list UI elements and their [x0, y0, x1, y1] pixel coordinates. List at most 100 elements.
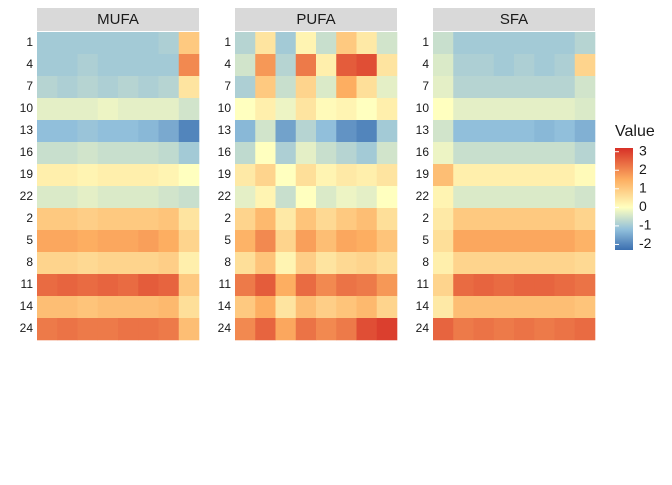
strip-label: PUFA: [296, 11, 335, 28]
cell: [138, 142, 159, 165]
cell: [493, 230, 515, 253]
cell: [57, 32, 78, 55]
cell: [138, 186, 159, 209]
cell: [514, 120, 535, 143]
cell: [554, 54, 576, 77]
cell: [376, 98, 398, 121]
row-label: 2: [224, 211, 231, 225]
cell: [336, 208, 357, 231]
cell: [77, 274, 99, 297]
cell: [534, 318, 555, 341]
cell: [336, 54, 357, 77]
cell: [138, 274, 159, 297]
cell: [554, 32, 576, 55]
row-label: 19: [218, 167, 232, 181]
cell: [356, 164, 378, 187]
cell: [178, 164, 200, 187]
cell: [97, 76, 119, 99]
cell: [57, 296, 78, 319]
strip: [235, 8, 397, 31]
cell: [275, 120, 297, 143]
cell: [514, 76, 535, 99]
cell: [453, 98, 474, 121]
cell: [453, 120, 474, 143]
cell: [493, 120, 515, 143]
cell: [376, 252, 398, 275]
cell: [433, 230, 454, 253]
legend-tick-label: -1: [639, 217, 652, 233]
cell: [178, 318, 200, 341]
cell: [376, 164, 398, 187]
cell: [57, 98, 78, 121]
cell: [77, 296, 99, 319]
cell: [514, 164, 535, 187]
cell: [255, 274, 276, 297]
cell: [473, 296, 495, 319]
cell: [554, 98, 576, 121]
cell: [473, 54, 495, 77]
cell: [138, 318, 159, 341]
cell: [473, 164, 495, 187]
cell: [493, 318, 515, 341]
cell: [534, 32, 555, 55]
cell: [255, 32, 276, 55]
cell: [37, 98, 58, 121]
cell: [97, 120, 119, 143]
cell: [97, 208, 119, 231]
cell: [316, 54, 337, 77]
cell: [158, 76, 180, 99]
cell: [534, 76, 555, 99]
cell: [178, 252, 200, 275]
cell: [255, 54, 276, 77]
legend-tick-label: 3: [639, 142, 647, 158]
cell: [554, 252, 576, 275]
cell: [295, 32, 317, 55]
row-label: 11: [417, 277, 430, 291]
cell: [138, 32, 159, 55]
cell: [138, 54, 159, 77]
cell: [433, 274, 454, 297]
cell: [473, 142, 495, 165]
cell: [453, 296, 474, 319]
cell: [235, 98, 256, 121]
cell: [356, 32, 378, 55]
cell: [255, 164, 276, 187]
cell: [295, 54, 317, 77]
cell: [473, 98, 495, 121]
cell: [514, 32, 535, 55]
cell: [316, 142, 337, 165]
cell: [97, 98, 119, 121]
cell: [473, 76, 495, 99]
cell: [37, 296, 58, 319]
cell: [235, 120, 256, 143]
cell: [316, 32, 337, 55]
cell: [316, 230, 337, 253]
cell: [574, 186, 596, 209]
cell: [118, 98, 139, 121]
cell: [97, 54, 119, 77]
cell: [295, 120, 317, 143]
legend-tick-label: 1: [639, 180, 647, 196]
cell: [37, 318, 58, 341]
cell: [493, 164, 515, 187]
cell: [433, 296, 454, 319]
cell: [275, 230, 297, 253]
cell: [493, 98, 515, 121]
row-label: 5: [422, 233, 429, 247]
row-label: 14: [416, 299, 430, 313]
cell: [138, 296, 159, 319]
cell: [514, 252, 535, 275]
cell: [158, 142, 180, 165]
cell: [493, 54, 515, 77]
cell: [295, 164, 317, 187]
cell: [514, 296, 535, 319]
cell: [453, 318, 474, 341]
cell: [574, 164, 596, 187]
row-label: 22: [218, 189, 232, 203]
cell: [57, 318, 78, 341]
row-label: 14: [20, 299, 34, 313]
strip: [433, 8, 595, 31]
cell: [376, 296, 398, 319]
cell: [235, 230, 256, 253]
cell: [178, 120, 200, 143]
